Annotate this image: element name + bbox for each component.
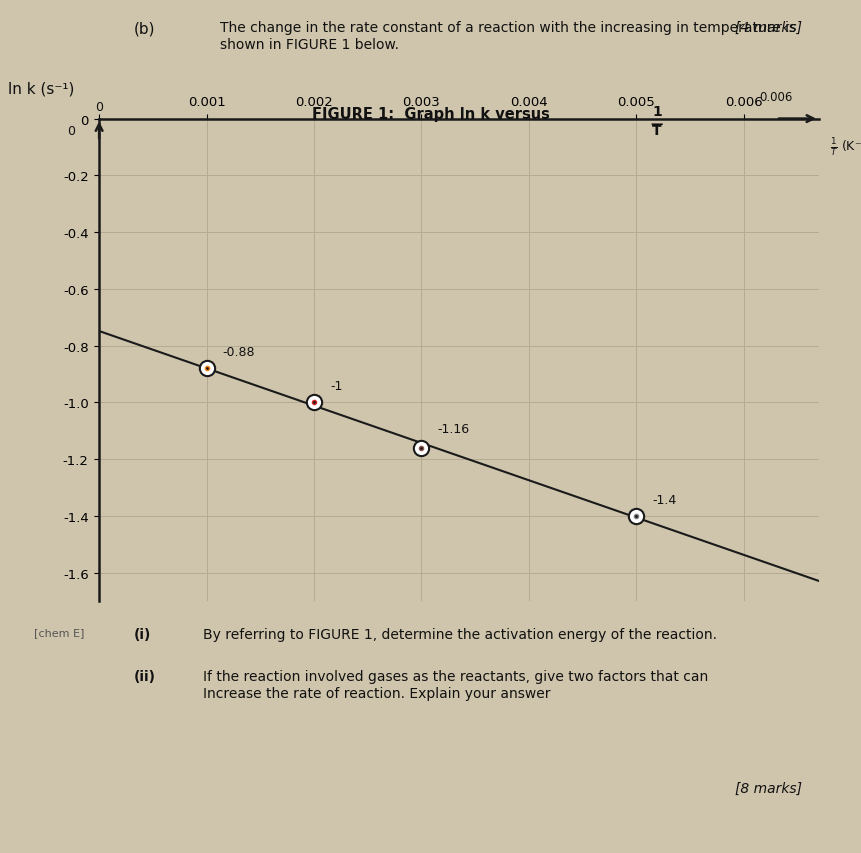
Text: (i): (i) <box>133 627 151 641</box>
Text: If the reaction involved gases as the reactants, give two factors that can
Incre: If the reaction involved gases as the re… <box>202 670 707 699</box>
Text: FIGURE 1:  Graph ln k versus: FIGURE 1: Graph ln k versus <box>312 107 549 122</box>
Text: [8 marks]: [8 marks] <box>734 780 801 794</box>
Text: By referring to FIGURE 1, determine the activation energy of the reaction.: By referring to FIGURE 1, determine the … <box>202 627 715 641</box>
Text: 0.006: 0.006 <box>759 90 792 104</box>
Text: -0.88: -0.88 <box>222 346 255 359</box>
Text: ln k (s⁻¹): ln k (s⁻¹) <box>8 82 74 96</box>
Text: -1.16: -1.16 <box>437 422 469 436</box>
Text: 0: 0 <box>95 101 103 113</box>
Text: (b): (b) <box>133 21 155 37</box>
Text: $\frac{1}{T}$ (K⁻¹): $\frac{1}{T}$ (K⁻¹) <box>828 136 861 159</box>
Text: 0: 0 <box>67 125 76 138</box>
Text: -1: -1 <box>330 380 342 393</box>
Text: [chem E]: [chem E] <box>34 627 84 637</box>
Text: —: — <box>650 118 662 131</box>
Text: The change in the rate constant of a reaction with the increasing in temperature: The change in the rate constant of a rea… <box>220 21 795 51</box>
Text: [4 marks]: [4 marks] <box>734 21 801 35</box>
Text: (ii): (ii) <box>133 670 156 683</box>
Text: 1: 1 <box>651 105 661 119</box>
Text: T: T <box>651 124 661 137</box>
Text: -1.4: -1.4 <box>652 493 676 507</box>
